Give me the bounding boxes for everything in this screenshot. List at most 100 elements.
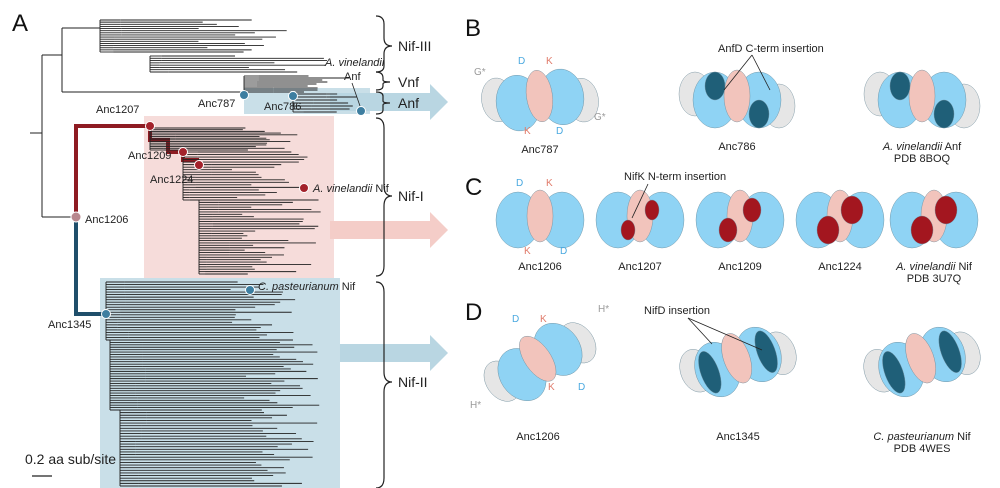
- cp-nif-label: C. pasteurianum Nif: [258, 281, 356, 293]
- d-chain-k-bottom: K: [548, 382, 555, 393]
- node-anc1206: [70, 211, 82, 223]
- node-markers: [70, 90, 366, 319]
- node-anc787: [239, 90, 249, 100]
- av-anf-pointer: [351, 82, 361, 107]
- cp-nif-type: Nif: [339, 281, 356, 293]
- nifk-pointer: [631, 183, 649, 219]
- phylogenetic-tree: [30, 27, 244, 218]
- c-label-anc1209: Anc1209: [718, 261, 761, 273]
- b-pdb-av-anf: PDB 8BOQ: [894, 153, 951, 165]
- node-anc1345: [101, 309, 111, 319]
- d-label-anc1345: Anc1345: [716, 431, 759, 443]
- d-chain-h-top: H*: [598, 304, 609, 315]
- chain-d-top: D: [518, 56, 525, 67]
- d-pdb-cp-nif: PDB 4WES: [894, 443, 951, 455]
- anfd-insertion-annotation: AnfD C-term insertion: [718, 43, 824, 55]
- c-label-anc1206: Anc1206: [518, 261, 561, 273]
- av-anf-type-label: Anf: [344, 71, 361, 83]
- anc787-label: Anc787: [198, 98, 235, 110]
- node-anc786: [288, 91, 298, 101]
- brace-nif2: [375, 281, 393, 488]
- brace-nif1: [375, 117, 393, 277]
- anc1209-label: Anc1209: [128, 150, 171, 162]
- av-nif-species: A. vinelandii: [312, 183, 373, 195]
- structure-c-anc1224: [795, 189, 885, 249]
- structure-d-anc1206: [483, 322, 597, 402]
- structure-b-anc786: [678, 69, 796, 129]
- c-label-anc1207: Anc1207: [618, 261, 661, 273]
- node-av-anf: [356, 106, 366, 116]
- c-chain-k-top: K: [546, 178, 553, 189]
- protein-structures: [481, 68, 981, 402]
- panel-c-label: C: [465, 174, 482, 201]
- nifd-pointer-2: [687, 317, 763, 351]
- nifk-insertion-annotation: NifK N-term insertion: [624, 171, 726, 183]
- structure-b-anc787: [481, 68, 599, 132]
- c-av-nif-species: A. vinelandii: [895, 261, 956, 273]
- b-label-anc787: Anc787: [521, 144, 558, 156]
- group-nif1: Nif-I: [398, 188, 424, 204]
- d-chain-h-bottom: H*: [470, 400, 481, 411]
- panel-b-label: B: [465, 15, 481, 42]
- b-av-anf-species: A. vinelandii: [882, 141, 943, 153]
- av-anf-species-label: A. vinelandii: [324, 57, 385, 69]
- b-label-av-anf: A. vinelandii Anf: [882, 141, 962, 153]
- c-label-anc1224: Anc1224: [818, 261, 861, 273]
- group-anf: Anf: [398, 95, 419, 111]
- group-vnf: Vnf: [398, 74, 419, 90]
- anfd-pointer-1: [723, 54, 753, 91]
- panel-a-label: A: [12, 10, 28, 37]
- node-anc1209: [178, 147, 188, 157]
- d-chain-d-bottom: D: [578, 382, 585, 393]
- b-av-anf-suffix: Anf: [942, 141, 962, 153]
- nif1-arrow: [330, 212, 448, 248]
- anc786-label: Anc786: [264, 101, 301, 113]
- nif2-arrow: [340, 335, 448, 371]
- group-nif2: Nif-II: [398, 374, 428, 390]
- cp-nif-species: C. pasteurianum: [258, 281, 339, 293]
- d-chain-d-top: D: [512, 314, 519, 325]
- c-chain-d-bottom: D: [560, 246, 567, 257]
- nif2-lineage-path: [74, 217, 106, 316]
- node-anc1207: [145, 121, 155, 131]
- c-chain-d-top: D: [516, 178, 523, 189]
- chain-k-top: K: [546, 56, 553, 67]
- structure-b-av-anf: [863, 69, 981, 129]
- node-cp-nif: [245, 285, 255, 295]
- group-braces: [375, 15, 393, 488]
- brace-nif3: [375, 15, 393, 73]
- structure-d-anc1345: [679, 326, 797, 398]
- c-label-av-nif: A. vinelandii Nif: [895, 261, 973, 273]
- d-label-cp-nif: C. pasteurianum Nif: [873, 431, 971, 443]
- anc1345-label: Anc1345: [48, 319, 91, 331]
- tree-leaves: [99, 19, 357, 487]
- d-cp-nif-species: C. pasteurianum: [873, 431, 954, 443]
- structure-c-anc1206: [495, 189, 585, 249]
- chain-g-bottom: G*: [594, 112, 606, 123]
- anc1207-label: Anc1207: [96, 104, 139, 116]
- c-av-nif-suffix: Nif: [955, 261, 972, 273]
- panel-d-label: D: [465, 299, 482, 326]
- anfd-pointer-2: [751, 54, 771, 91]
- node-av-nif: [299, 183, 309, 193]
- structure-c-av-nif: [889, 189, 979, 249]
- group-nif3: Nif-III: [398, 38, 431, 54]
- structure-c-anc1209: [695, 189, 785, 249]
- anc1206-label: Anc1206: [85, 214, 128, 226]
- chain-g-top: G*: [474, 67, 486, 78]
- chain-k-bottom: K: [524, 126, 531, 137]
- structure-d-cp-nif: [863, 326, 981, 398]
- scale-bar-label: 0.2 aa sub/site: [25, 451, 116, 467]
- d-label-anc1206: Anc1206: [516, 431, 559, 443]
- nif1-clade-shade: [144, 116, 334, 278]
- brace-anf: [375, 91, 391, 115]
- brace-vnf: [375, 71, 391, 91]
- node-anc1224: [194, 160, 204, 170]
- structure-c-anc1207: [595, 189, 685, 249]
- av-nif-type: Nif: [372, 183, 389, 195]
- nifd-pointer-1: [687, 317, 713, 345]
- av-nif-label: A. vinelandii Nif: [312, 183, 390, 195]
- nifd-insertion-annotation: NifD insertion: [644, 305, 710, 317]
- chain-d-bottom: D: [556, 126, 563, 137]
